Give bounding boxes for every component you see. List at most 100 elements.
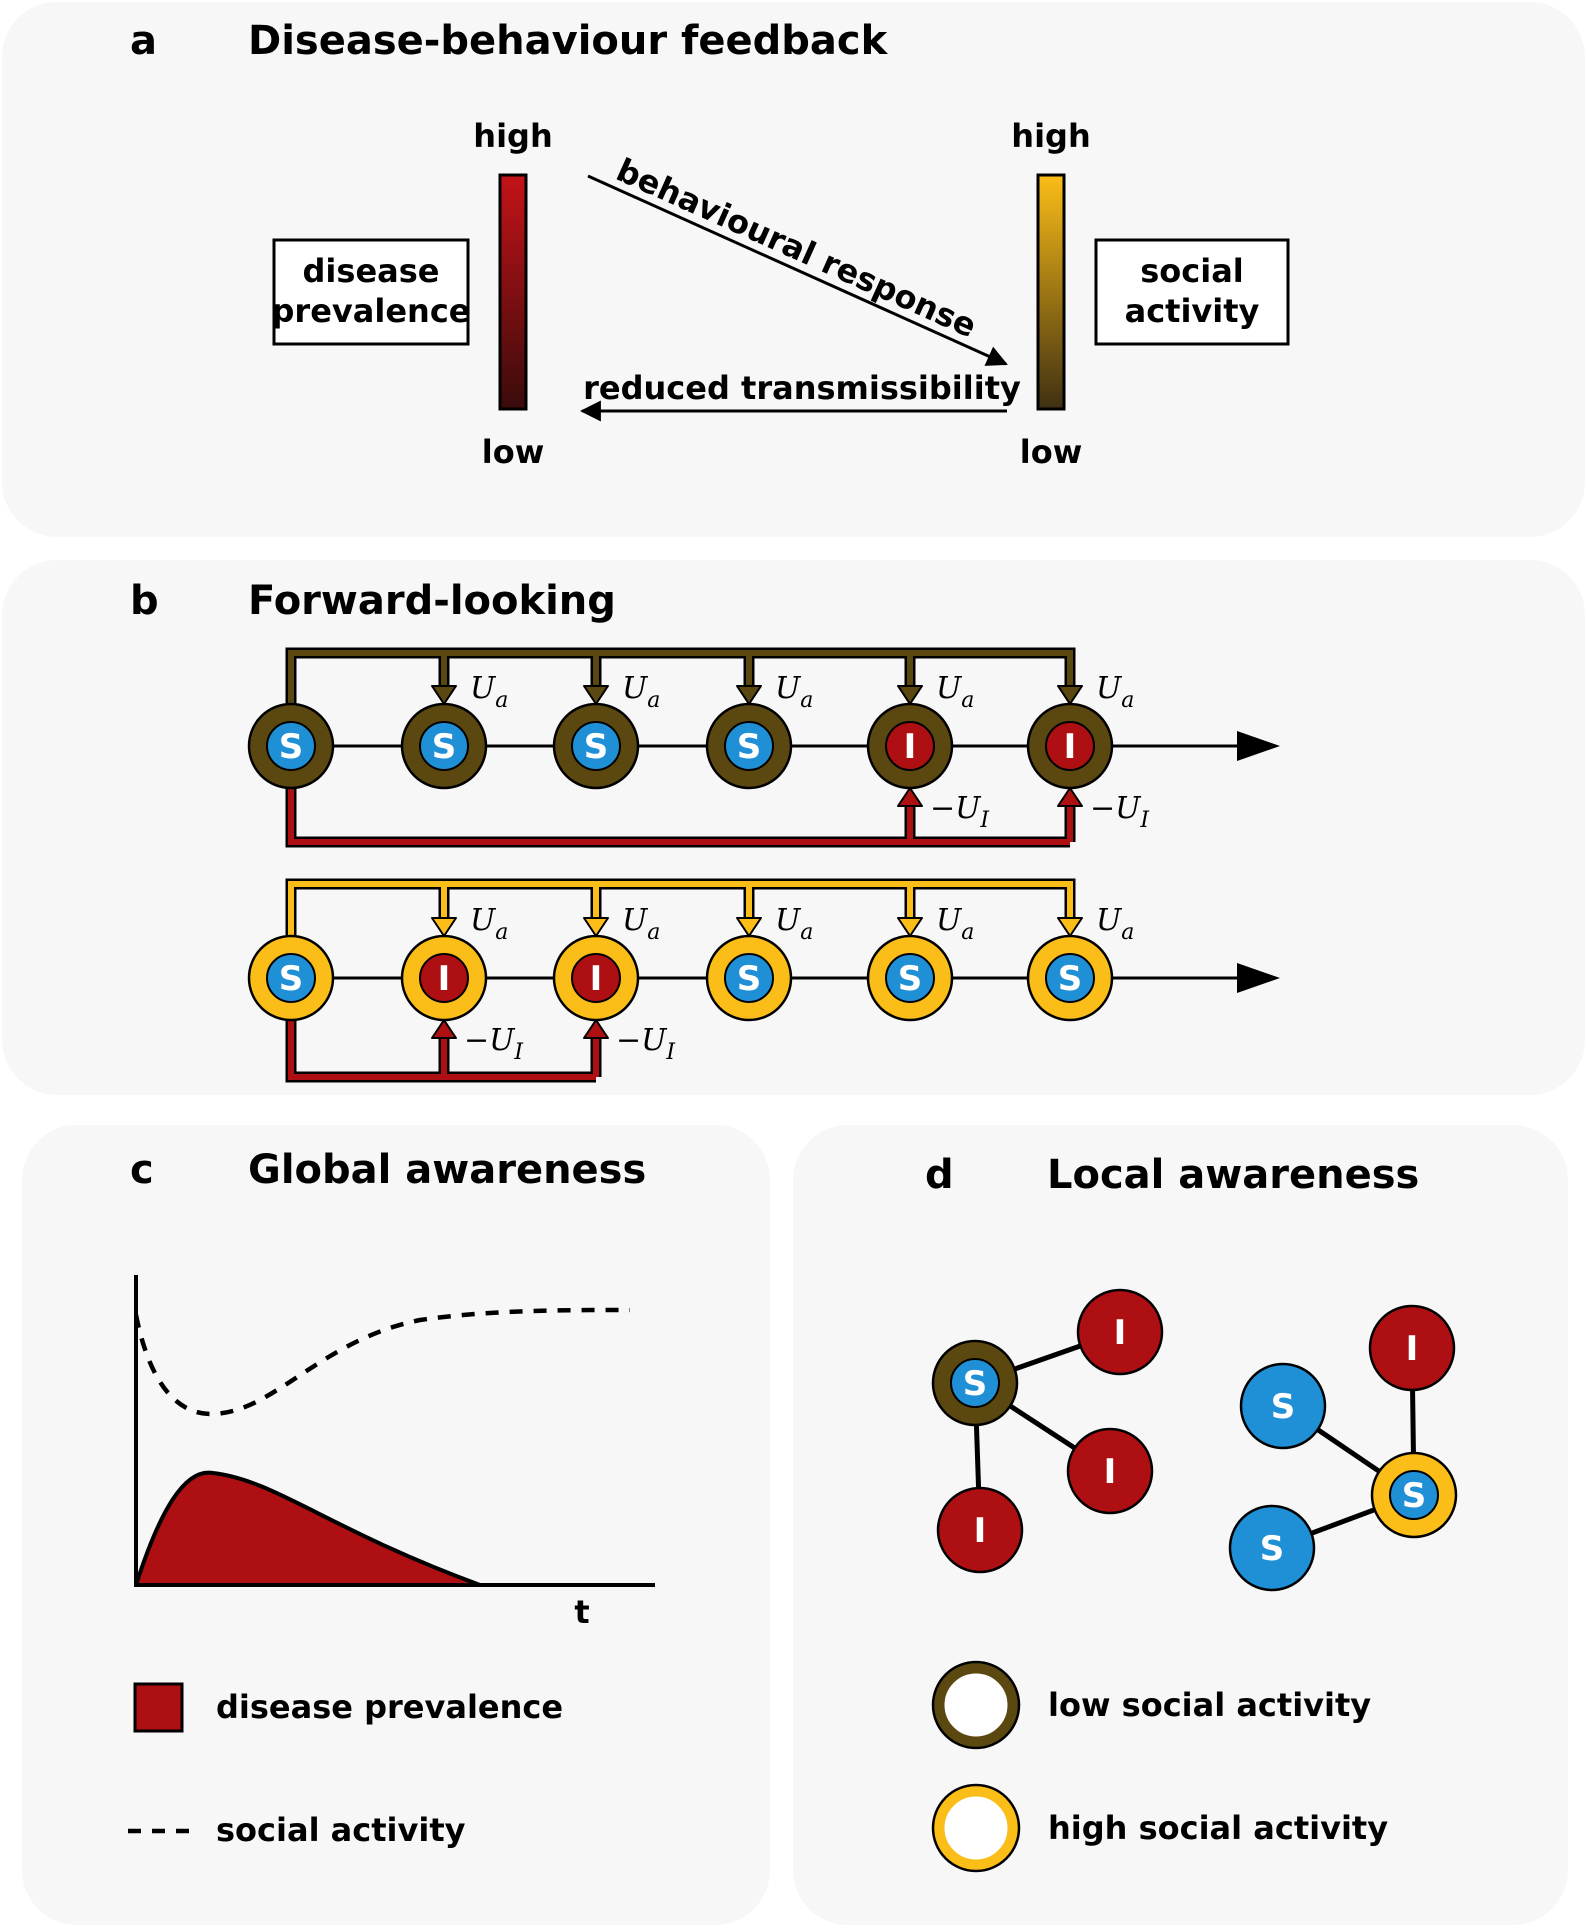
activity-high-label: high — [1011, 117, 1090, 155]
high-activity-node: S — [705, 934, 793, 1022]
legend-high-activity-outline — [931, 1783, 1021, 1873]
high-activity-utility-label: Ua — [1096, 903, 1134, 945]
low-activity-node: S — [552, 702, 640, 790]
node-state-label: S — [279, 959, 304, 999]
node-state-label: I — [438, 959, 451, 999]
low-activity-utility-arrow-icon — [897, 685, 923, 705]
node-state-label: I — [974, 1511, 987, 1551]
activity-low-label: low — [1020, 433, 1083, 471]
panel-b: b Forward-looking Ua Ua Ua Ua Ua −UI −UI S S S S I I… — [130, 578, 1280, 1083]
x-axis-label: t — [574, 1593, 589, 1631]
legend-activity-label: social activity — [216, 1811, 466, 1849]
low-activity-utility-label: Ua — [775, 671, 813, 713]
network-node-low-activity: S — [931, 1339, 1019, 1427]
high-activity-utility-arrow-icon — [431, 917, 457, 937]
panel-d: d Local awareness S I I I I S S S low social ac… — [925, 1152, 1458, 1873]
panel-b-letter: b — [130, 578, 159, 624]
legend-low-activity-label: low social activity — [1048, 1686, 1371, 1724]
low-activity-utility-arrow-icon — [431, 685, 457, 705]
low-activity-penalty-bracket — [288, 788, 1070, 845]
social-activity-label-2: activity — [1125, 292, 1260, 330]
disease-prevalence-box — [272, 238, 470, 346]
high-activity-utility-arrow-icon — [897, 917, 923, 937]
high-activity-penalty-arrow-icon — [431, 1019, 457, 1039]
reduced-transmissibility-label: reduced transmissibility — [583, 369, 1021, 407]
node-state-label: S — [432, 727, 457, 767]
legend-high-activity-icon — [933, 1785, 1019, 1871]
legend-low-activity-icon — [933, 1662, 1019, 1748]
node-state-label: I — [1406, 1329, 1419, 1369]
low-activity-node: I — [866, 702, 954, 790]
high-activity-utility-bracket — [288, 881, 1073, 936]
low-activity-utility-arrow-icon — [583, 685, 609, 705]
high-activity-node: I — [552, 934, 640, 1022]
node-state-label: I — [1064, 727, 1077, 767]
low-activity-utility-label: Ua — [936, 671, 974, 713]
high-activity-node: S — [866, 934, 954, 1022]
panel-d-title: Local awareness — [1047, 1152, 1419, 1198]
panel-c-letter: c — [130, 1147, 154, 1193]
high-activity-utility-arrow-icon — [736, 917, 762, 937]
high-activity-timeline-arrow-icon — [1237, 963, 1280, 993]
node-state-label: I — [590, 959, 603, 999]
low-activity-node: S — [247, 702, 335, 790]
node-state-label: S — [1058, 959, 1083, 999]
node-state-label: S — [963, 1364, 988, 1404]
high-activity-penalty-bracket — [288, 1020, 596, 1080]
low-activity-node: I — [1026, 702, 1114, 790]
contact-network: S I I I I S S S — [931, 1288, 1458, 1592]
high-activity-node: S — [247, 934, 335, 1022]
disease-prevalence-curve — [134, 1470, 482, 1587]
low-activity-timeline-arrow-icon — [1237, 731, 1280, 761]
low-activity-utility-label: Ua — [1096, 671, 1134, 713]
low-activity-utility-arrow-icon — [1057, 685, 1083, 705]
network-node-infected: I — [936, 1486, 1024, 1574]
node-state-label: S — [737, 959, 762, 999]
node-state-label: S — [737, 727, 762, 767]
panel-d-letter: d — [925, 1152, 954, 1198]
panel-a-letter: a — [130, 18, 157, 64]
disease-prevalence-label-2: prevalence — [272, 292, 471, 330]
high-activity-utility-arrow-icon — [583, 917, 609, 937]
prevalence-high-label: high — [473, 117, 552, 155]
social-activity-label-1: social — [1140, 252, 1244, 290]
panel-c: c Global awareness t disease prevalence … — [128, 1147, 655, 1849]
disease-prevalence-label-1: disease — [303, 252, 440, 290]
legend-high-activity-label: high social activity — [1048, 1809, 1388, 1847]
node-state-label: S — [279, 727, 304, 767]
node-state-label: S — [898, 959, 923, 999]
high-activity-utility-label: Ua — [622, 903, 660, 945]
panel-a-title: Disease-behaviour feedback — [248, 18, 889, 64]
panel-b-background — [2, 560, 1585, 1095]
high-activity-penalty-label: −UI — [464, 1023, 524, 1065]
node-state-label: S — [584, 727, 609, 767]
network-node-high-activity: S — [1370, 1451, 1458, 1539]
node-state-label: I — [1104, 1452, 1117, 1492]
high-activity-node: I — [400, 934, 488, 1022]
activity-gradient-bar — [1036, 173, 1066, 411]
network-node-infected: I — [1368, 1304, 1456, 1392]
social-activity-box — [1094, 238, 1290, 346]
high-activity-utility-label: Ua — [470, 903, 508, 945]
social-activity-curve — [133, 1307, 631, 1417]
high-activity-utility-label: Ua — [936, 903, 974, 945]
low-activity-penalty-arrow-icon — [1057, 787, 1083, 807]
low-activity-penalty-arrow-icon — [897, 787, 923, 807]
high-activity-utility-arrow-icon — [1057, 917, 1083, 937]
node-state-label: S — [1402, 1476, 1427, 1516]
prevalence-low-label: low — [482, 433, 545, 471]
low-activity-utility-bracket — [288, 650, 1073, 704]
panel-d-background — [793, 1125, 1568, 1925]
node-state-label: S — [1260, 1529, 1285, 1569]
legend-low-activity-outline — [931, 1660, 1021, 1750]
low-activity-penalty-label: −UI — [1090, 791, 1150, 833]
high-activity-utility-label: Ua — [775, 903, 813, 945]
network-node-infected: I — [1066, 1427, 1154, 1515]
high-activity-penalty-label: −UI — [616, 1023, 676, 1065]
network-node-susceptible: S — [1228, 1504, 1316, 1592]
network-node-susceptible: S — [1239, 1362, 1327, 1450]
low-activity-utility-label: Ua — [622, 671, 660, 713]
legend-prevalence-label: disease prevalence — [216, 1688, 563, 1726]
node-state-label: I — [904, 727, 917, 767]
